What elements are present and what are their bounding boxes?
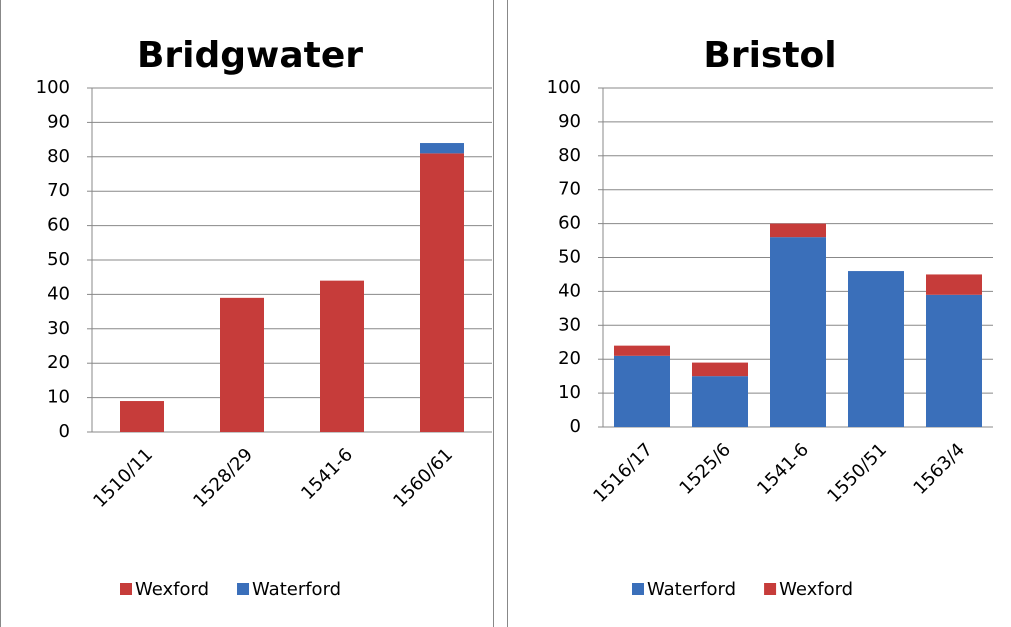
y-tick-label: 50 xyxy=(558,247,581,268)
bar-segment xyxy=(320,280,364,432)
bar-segment xyxy=(614,355,670,427)
x-tick-label: 1550/51 xyxy=(823,439,891,507)
bar-segment xyxy=(770,223,826,238)
legend-swatch xyxy=(764,583,777,595)
y-tick-label: 90 xyxy=(47,111,70,132)
x-tick-label: 1560/61 xyxy=(389,444,457,512)
legend-label: Wexford xyxy=(135,579,209,600)
bar-segment xyxy=(770,237,826,427)
x-tick-label: 1563/4 xyxy=(909,439,969,499)
bar-segment xyxy=(926,274,982,295)
bar-segment xyxy=(220,297,264,432)
y-tick-label: 10 xyxy=(558,382,581,403)
y-tick-label: 60 xyxy=(47,215,70,236)
legend-label: Waterford xyxy=(647,579,736,600)
bar-segment xyxy=(692,376,748,427)
y-tick-label: 20 xyxy=(558,348,581,369)
bar-segment xyxy=(614,345,670,356)
panel-frame xyxy=(0,0,494,627)
bar-segment xyxy=(420,143,464,154)
panel-frame xyxy=(507,0,508,627)
y-tick-label: 70 xyxy=(558,179,581,200)
x-tick-label: 1516/17 xyxy=(589,439,657,507)
y-tick-label: 40 xyxy=(558,280,581,301)
bar-segment xyxy=(120,401,164,432)
x-tick-label: 1541-6 xyxy=(753,439,813,499)
y-tick-label: 30 xyxy=(47,318,70,339)
y-tick-label: 90 xyxy=(558,111,581,132)
y-tick-label: 30 xyxy=(558,314,581,335)
bar-segment xyxy=(848,271,904,427)
y-tick-label: 50 xyxy=(47,249,70,270)
bar-segment xyxy=(692,362,748,377)
bar-segment xyxy=(926,294,982,427)
y-tick-label: 20 xyxy=(47,352,70,373)
y-tick-label: 10 xyxy=(47,387,70,408)
y-tick-label: 80 xyxy=(558,145,581,166)
legend-label: Wexford xyxy=(779,579,853,600)
y-tick-label: 40 xyxy=(47,283,70,304)
legend-swatch xyxy=(632,583,644,595)
legend-swatch xyxy=(120,583,132,595)
y-tick-label: 80 xyxy=(47,146,70,167)
y-tick-label: 100 xyxy=(547,77,581,98)
x-tick-label: 1541-6 xyxy=(297,444,357,504)
y-tick-label: 100 xyxy=(36,77,70,98)
y-tick-label: 70 xyxy=(47,180,70,201)
x-tick-label: 1525/6 xyxy=(675,439,735,499)
legend-label: Waterford xyxy=(252,579,341,600)
y-tick-label: 0 xyxy=(59,421,70,442)
chart-title: Bristol xyxy=(703,35,836,76)
legend-swatch xyxy=(237,583,250,595)
chart-title: Bridgwater xyxy=(137,35,363,76)
y-tick-label: 0 xyxy=(570,416,581,437)
bar-segment xyxy=(420,153,464,433)
x-tick-label: 1510/11 xyxy=(89,444,157,512)
x-tick-label: 1528/29 xyxy=(189,444,257,512)
y-tick-label: 60 xyxy=(558,213,581,234)
